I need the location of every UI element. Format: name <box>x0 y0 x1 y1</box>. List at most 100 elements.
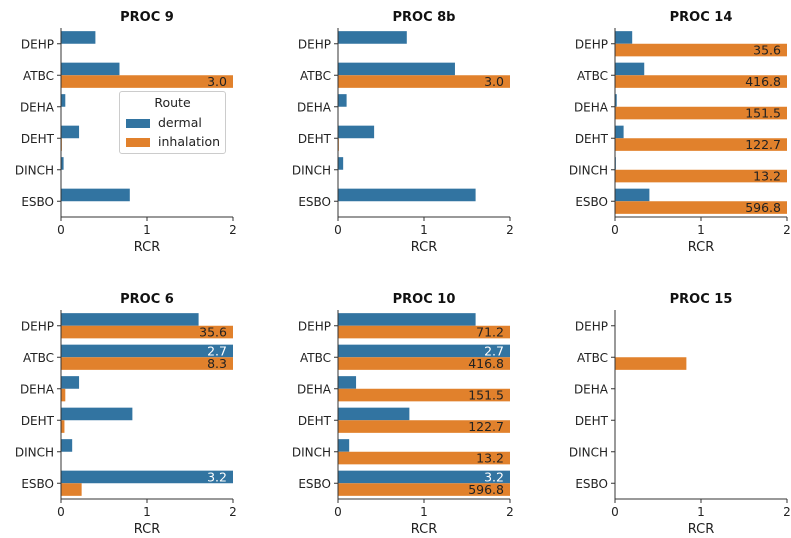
bar-dermal-deht <box>61 407 133 421</box>
y-tick-label: DEHT <box>298 132 332 146</box>
bar-value-label: 3.2 <box>484 469 504 484</box>
bar-inhalation-deha <box>61 388 66 402</box>
bar-value-label: 3.2 <box>207 469 227 484</box>
y-tick-label: ATBC <box>577 69 608 83</box>
x-axis-label: RCR <box>688 240 715 255</box>
panel-title: PROC 10 <box>393 292 456 307</box>
bar-dermal-dinch <box>61 157 64 170</box>
x-tick-label: 0 <box>334 223 342 237</box>
bar-dermal-atbc <box>61 62 120 76</box>
x-tick-label: 2 <box>783 223 791 237</box>
bar-inhalation-deha <box>615 106 787 120</box>
y-tick-label: ESBO <box>575 195 608 209</box>
bar-dermal-dinch <box>338 439 350 452</box>
bar-dermal-dehp <box>61 313 199 326</box>
bar-dermal-deht <box>615 125 624 139</box>
bar-dermal-esbo <box>338 470 510 484</box>
bar-inhalation-deht <box>615 138 787 151</box>
y-tick-label: ESBO <box>21 195 54 209</box>
legend: Route dermal inhalation <box>119 91 226 154</box>
y-tick-label: DEHT <box>21 414 55 428</box>
y-tick-label: ESBO <box>298 477 331 491</box>
y-tick-label: DEHA <box>297 100 332 114</box>
bar-value-label: 596.8 <box>745 200 781 215</box>
bar-value-label: 416.8 <box>745 74 781 89</box>
y-tick-label: DINCH <box>15 163 54 177</box>
y-tick-label: DINCH <box>292 445 331 459</box>
bar-inhalation-dehp <box>615 43 787 57</box>
y-tick-label: DEHP <box>21 37 54 51</box>
x-tick-label: 2 <box>229 505 237 519</box>
bar-inhalation-atbc <box>615 75 787 88</box>
y-tick-label: DINCH <box>569 445 608 459</box>
bar-inhalation-dinch <box>615 169 787 183</box>
x-tick-label: 1 <box>697 223 705 237</box>
bar-dermal-dinch <box>61 439 73 452</box>
y-tick-label: ESBO <box>575 477 608 491</box>
bar-inhalation-atbc <box>61 75 233 88</box>
x-tick-label: 1 <box>697 505 705 519</box>
bar-dermal-atbc <box>61 344 233 358</box>
x-tick-label: 0 <box>611 505 619 519</box>
bar-dermal-esbo <box>61 470 233 484</box>
y-tick-label: DEHA <box>574 382 609 396</box>
legend-entry-inhalation: inhalation <box>126 134 220 149</box>
bar-inhalation-deha <box>338 388 510 402</box>
bar-dermal-atbc <box>338 62 455 76</box>
bar-dermal-atbc <box>338 344 510 358</box>
y-tick-label: DEHP <box>298 319 331 333</box>
bar-inhalation-deht <box>338 420 510 433</box>
bar-value-label: 13.2 <box>753 169 781 184</box>
y-tick-label: ATBC <box>23 351 54 365</box>
bar-dermal-deht <box>338 407 410 421</box>
bar-inhalation-atbc <box>615 357 687 370</box>
bar-inhalation-atbc <box>338 357 510 370</box>
x-tick-label: 0 <box>57 505 65 519</box>
bar-inhalation-dinch <box>338 451 510 465</box>
x-axis-label: RCR <box>134 522 161 534</box>
bar-value-label: 35.6 <box>753 43 781 58</box>
y-tick-label: DEHP <box>21 319 54 333</box>
y-tick-label: ESBO <box>298 195 331 209</box>
y-tick-label: DINCH <box>15 445 54 459</box>
x-tick-label: 2 <box>506 223 514 237</box>
bar-value-label: 8.3 <box>207 356 227 371</box>
legend-swatch-inhalation <box>126 138 150 147</box>
bar-value-label: 151.5 <box>745 106 781 121</box>
y-tick-label: DEHA <box>574 100 609 114</box>
y-tick-label: DINCH <box>292 163 331 177</box>
panel-title: PROC 9 <box>120 10 174 25</box>
y-tick-label: DEHT <box>575 414 609 428</box>
bar-value-label: 416.8 <box>468 356 504 371</box>
bar-inhalation-esbo <box>615 201 787 214</box>
bar-value-label: 596.8 <box>468 482 504 497</box>
x-tick-label: 1 <box>420 505 428 519</box>
bar-dermal-esbo <box>615 188 650 202</box>
bar-dermal-deht <box>338 125 375 139</box>
bar-dermal-deha <box>61 94 66 107</box>
legend-title: Route <box>154 95 191 110</box>
x-tick-label: 1 <box>143 505 151 519</box>
bar-dermal-deha <box>338 94 347 107</box>
bar-dermal-dinch <box>338 157 344 170</box>
bar-inhalation-dehp <box>61 325 233 339</box>
bar-value-label: 3.0 <box>484 74 504 89</box>
bar-dermal-deht <box>61 125 80 139</box>
panel-title: PROC 8b <box>392 10 455 25</box>
x-axis-label: RCR <box>411 240 438 255</box>
y-tick-label: DEHA <box>297 382 332 396</box>
bar-dermal-dehp <box>338 31 407 44</box>
y-tick-label: ESBO <box>21 477 54 491</box>
y-tick-label: DEHA <box>20 382 55 396</box>
bar-value-label: 2.7 <box>484 343 504 358</box>
bar-dermal-atbc <box>615 62 645 76</box>
bar-inhalation-esbo <box>338 483 510 496</box>
legend-entry-dermal: dermal <box>126 115 202 130</box>
legend-label-inhalation: inhalation <box>158 134 221 149</box>
bar-dermal-dehp <box>61 31 96 44</box>
bar-inhalation-esbo <box>61 483 82 496</box>
bar-value-label: 13.2 <box>476 451 504 466</box>
x-tick-label: 0 <box>334 505 342 519</box>
y-tick-label: DEHP <box>575 319 608 333</box>
